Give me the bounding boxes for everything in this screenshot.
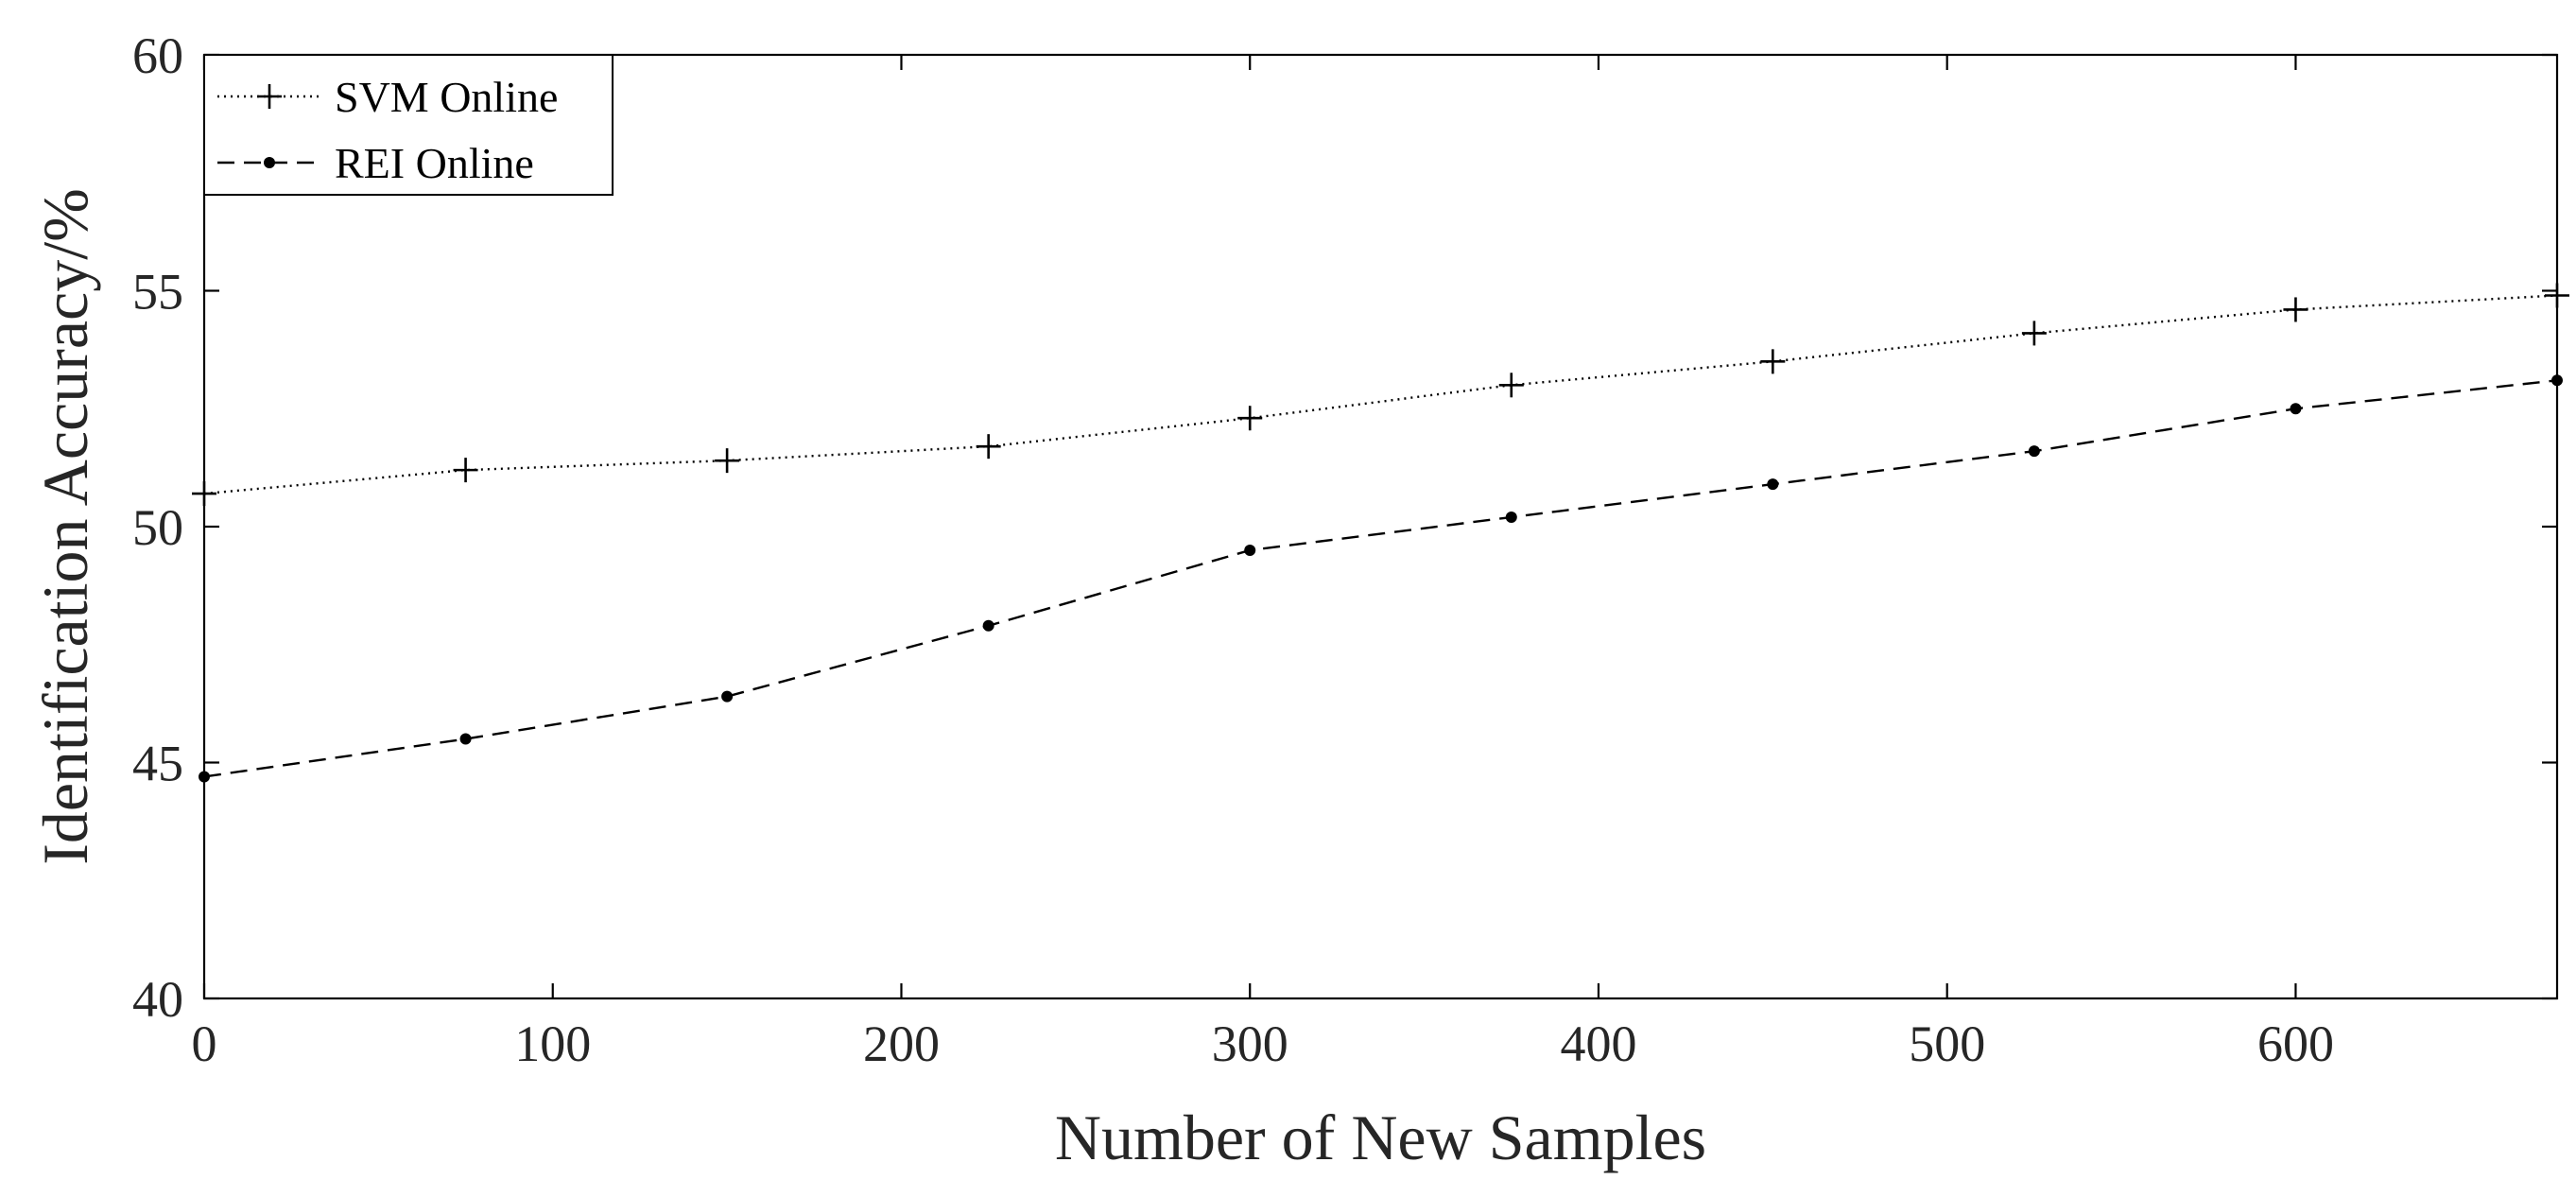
legend-label: REI Online <box>335 139 534 187</box>
x-axis-title: Number of New Samples <box>1055 1102 1706 1173</box>
data-point <box>976 434 1001 460</box>
data-point <box>2290 403 2302 415</box>
data-point <box>1244 544 1256 556</box>
series-line <box>203 294 2558 495</box>
x-tick-label: 200 <box>863 1015 940 1072</box>
y-tick-label: 40 <box>132 971 183 1028</box>
plot-area: 0 100 200 300 400 500 600 40 45 50 55 60 <box>132 27 2559 1072</box>
y-tick-label: 45 <box>132 736 183 792</box>
data-point <box>453 458 478 483</box>
data-point <box>1760 349 1786 374</box>
data-point <box>982 619 994 632</box>
series-layer <box>192 283 2569 783</box>
data-point <box>2551 374 2563 387</box>
x-tick-label: 500 <box>1909 1015 1985 1072</box>
data-point <box>2021 321 2047 346</box>
data-point <box>715 448 740 474</box>
series-line <box>203 379 2558 778</box>
data-point <box>2545 283 2569 308</box>
legend-item: SVM Online <box>217 73 558 121</box>
data-point <box>459 733 472 745</box>
data-point <box>192 481 216 507</box>
data-point <box>721 690 734 703</box>
legend-item: REI Online <box>217 139 534 187</box>
data-point <box>2028 445 2040 458</box>
legend-label: SVM Online <box>335 73 558 121</box>
legend: SVM Online REI Online <box>203 54 614 196</box>
series-1 <box>192 283 2569 507</box>
axes-box <box>202 53 2559 1000</box>
series-2 <box>199 374 2563 783</box>
x-tick-label: 300 <box>1212 1015 1288 1072</box>
y-axis-title: Identification Accuracy/% <box>29 188 101 865</box>
x-tick-label: 400 <box>1560 1015 1636 1072</box>
data-point <box>1767 478 1779 491</box>
y-tick-label: 50 <box>132 499 183 556</box>
legend-box <box>203 54 614 196</box>
x-tick-label: 0 <box>192 1015 217 1072</box>
data-point <box>1498 373 1524 398</box>
data-point <box>1505 512 1517 524</box>
data-point <box>199 771 210 783</box>
y-tick-label: 60 <box>132 27 183 84</box>
y-tick-label: 55 <box>132 264 183 321</box>
x-tick-label: 600 <box>2257 1015 2334 1072</box>
data-point <box>1237 406 1263 431</box>
data-point <box>2283 297 2308 322</box>
x-tick-label: 100 <box>514 1015 591 1072</box>
